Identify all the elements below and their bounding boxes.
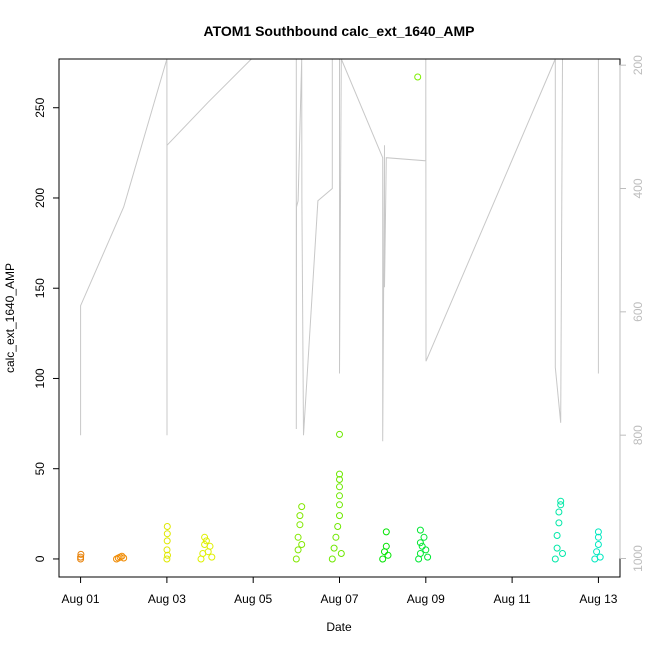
x-axis-title: Date <box>326 620 352 634</box>
data-point <box>120 554 128 562</box>
data-point <box>416 539 424 547</box>
data-point <box>416 526 424 534</box>
chart-title: ATOM1 Southbound calc_ext_1640_AMP <box>204 23 475 39</box>
data-point <box>296 521 304 529</box>
data-point <box>418 542 426 550</box>
data-point <box>336 512 343 520</box>
data-point <box>416 550 424 557</box>
data-point <box>336 430 343 438</box>
data-point <box>336 492 343 500</box>
data-point <box>379 555 387 563</box>
data-point <box>77 550 85 558</box>
data-point <box>163 555 171 563</box>
data-point <box>414 73 422 81</box>
data-point <box>208 553 216 561</box>
data-point <box>298 503 306 511</box>
y-tick-label: 100 <box>33 368 47 388</box>
data-point <box>118 552 126 560</box>
data-point <box>559 550 566 557</box>
data-point <box>594 528 602 536</box>
data-point <box>555 519 563 527</box>
data-point <box>336 501 343 509</box>
data-point <box>382 528 390 536</box>
depth-trace-line <box>80 58 599 442</box>
x-tick-label: Aug 05 <box>234 592 272 606</box>
y-axis: 0 50 100 150 200 250 <box>33 97 60 562</box>
data-point <box>553 532 561 539</box>
data-point <box>336 470 343 478</box>
data-point <box>384 551 392 559</box>
data-point <box>163 523 171 530</box>
data-point <box>298 541 306 548</box>
x-tick-label: Aug 03 <box>148 592 186 606</box>
data-point <box>77 555 85 563</box>
data-point <box>332 533 340 541</box>
data-point <box>292 555 300 563</box>
secondary-y-tick-label: 400 <box>631 178 645 198</box>
x-tick-label: Aug 01 <box>62 592 100 606</box>
y-tick-label: 150 <box>33 278 47 298</box>
secondary-y-tick-label: 600 <box>631 302 645 322</box>
secondary-y-tick-label: 800 <box>631 425 645 445</box>
data-point <box>336 476 343 483</box>
x-tick-label: Aug 09 <box>407 592 445 606</box>
data-point <box>596 553 604 561</box>
y-axis-title: calc_ext_1640_AMP <box>3 263 17 373</box>
x-tick-label: Aug 13 <box>579 592 617 606</box>
data-point <box>553 544 561 552</box>
data-point <box>420 533 428 541</box>
data-point <box>382 542 390 550</box>
secondary-y-tick-label: 200 <box>631 55 645 75</box>
data-point <box>163 546 171 554</box>
data-point <box>557 501 565 509</box>
data-point <box>294 533 302 541</box>
y-tick-label: 0 <box>33 555 47 562</box>
data-point <box>164 551 171 559</box>
secondary-y-tick-label: 1000 <box>631 545 645 572</box>
data-point <box>163 530 171 538</box>
data-point <box>555 508 563 516</box>
data-point <box>201 533 209 541</box>
x-tick-label: Aug 07 <box>320 592 358 606</box>
data-point <box>551 555 559 563</box>
data-point <box>336 483 343 491</box>
secondary-y-axis: 200 400 600 800 1000 <box>619 55 645 572</box>
depth-trace-layer <box>80 58 599 442</box>
data-point <box>294 546 302 554</box>
data-point <box>328 555 336 563</box>
data-point <box>593 548 601 556</box>
x-axis: Aug 01 Aug 03 Aug 05 Aug 07 Aug 09 Aug 11 Aug … <box>62 576 618 606</box>
data-point <box>424 553 432 561</box>
data-point <box>594 541 602 548</box>
points-layer <box>77 73 604 563</box>
data-point <box>337 550 345 557</box>
data-point <box>206 542 214 550</box>
data-point <box>422 546 430 554</box>
data-point <box>163 537 171 545</box>
data-point <box>594 533 602 541</box>
data-point <box>330 544 338 552</box>
data-point <box>557 497 565 505</box>
y-tick-label: 200 <box>33 188 47 208</box>
data-point <box>202 537 210 545</box>
data-point <box>334 523 342 530</box>
data-point <box>77 553 85 561</box>
x-tick-label: Aug 11 <box>494 592 531 606</box>
y-tick-label: 250 <box>33 97 47 117</box>
data-point <box>296 512 304 520</box>
y-tick-label: 50 <box>33 462 47 476</box>
